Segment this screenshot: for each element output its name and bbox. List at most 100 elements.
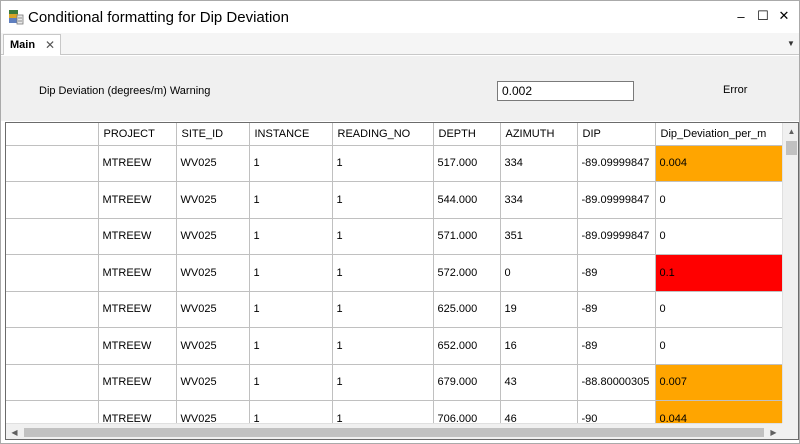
cell-site-id[interactable]: WV025	[176, 181, 250, 219]
title-bar: Conditional formatting for Dip Deviation…	[1, 1, 799, 33]
cell-reading-no[interactable]: 1	[332, 181, 434, 219]
cell-dip[interactable]: -89.09999847	[577, 218, 656, 255]
cell-dip[interactable]: -89.09999847	[577, 181, 656, 219]
cell-project[interactable]: MTREEW	[98, 254, 177, 292]
warning-threshold-input[interactable]	[497, 81, 634, 101]
cell-dip-deviation[interactable]: 0.1	[655, 254, 783, 292]
cell-instance[interactable]: 1	[249, 218, 333, 255]
cell-project[interactable]: MTREEW	[98, 364, 177, 401]
cell-azimuth[interactable]: 16	[500, 327, 578, 365]
cell-project[interactable]: MTREEW	[98, 145, 177, 182]
data-grid[interactable]: PROJECT SITE_ID INSTANCE READING_NO DEPT…	[5, 122, 799, 440]
cell-reading-no[interactable]: 1	[332, 254, 434, 292]
horizontal-scroll-thumb[interactable]	[24, 428, 764, 437]
cell-project[interactable]: MTREEW	[98, 218, 177, 255]
scroll-left-icon[interactable]: ◀	[11, 428, 18, 437]
cell-azimuth[interactable]: 0	[500, 254, 578, 292]
column-header-project[interactable]: PROJECT	[98, 123, 177, 146]
cell-dip-deviation[interactable]: 0	[655, 181, 783, 219]
cell-dip[interactable]: -89.09999847	[577, 145, 656, 182]
cell-dip[interactable]: -88.80000305	[577, 364, 656, 401]
cell-reading-no[interactable]: 1	[332, 291, 434, 328]
horizontal-scrollbar[interactable]: ◀ ▶	[6, 423, 798, 439]
cell-project[interactable]: MTREEW	[98, 181, 177, 219]
cell-depth[interactable]: 625.000	[433, 291, 501, 328]
cell-depth[interactable]: 517.000	[433, 145, 501, 182]
cell-dip-deviation[interactable]: 0.004	[655, 145, 783, 182]
row-header[interactable]	[6, 254, 99, 292]
cell-dip-deviation[interactable]: 0	[655, 327, 783, 365]
column-header-instance[interactable]: INSTANCE	[249, 123, 333, 146]
column-header-azimuth[interactable]: AZIMUTH	[500, 123, 578, 146]
cell-depth[interactable]: 572.000	[433, 254, 501, 292]
scroll-right-icon[interactable]: ▶	[770, 428, 777, 437]
cell-azimuth[interactable]: 19	[500, 291, 578, 328]
cell-depth[interactable]: 571.000	[433, 218, 501, 255]
cell-reading-no[interactable]: 1	[332, 327, 434, 365]
row-header[interactable]	[6, 181, 99, 219]
window-title: Conditional formatting for Dip Deviation	[28, 9, 289, 26]
cell-site-id[interactable]: WV025	[176, 327, 250, 365]
maximize-button[interactable]: ☐	[757, 8, 769, 23]
vertical-scrollbar[interactable]: ▲	[782, 123, 798, 423]
table-row[interactable]: MTREEW WV025 1 1 517.000 334 -89.09999847 0.004	[6, 145, 783, 182]
cell-instance[interactable]: 1	[249, 364, 333, 401]
cell-project[interactable]: MTREEW	[98, 327, 177, 365]
scroll-up-icon[interactable]: ▲	[787, 127, 796, 136]
column-header-dip[interactable]: DIP	[577, 123, 656, 146]
cell-site-id[interactable]: WV025	[176, 364, 250, 401]
table-row[interactable]: MTREEW WV025 1 1 679.000 43 -88.80000305 0.007	[6, 364, 783, 401]
table-row[interactable]: MTREEW WV025 1 1 652.000 16 -89 0	[6, 327, 783, 365]
row-header[interactable]	[6, 291, 99, 328]
minimize-button[interactable]: –	[737, 8, 745, 24]
cell-site-id[interactable]: WV025	[176, 218, 250, 255]
cell-instance[interactable]: 1	[249, 181, 333, 219]
cell-instance[interactable]: 1	[249, 327, 333, 365]
row-header[interactable]	[6, 218, 99, 255]
cell-depth[interactable]: 544.000	[433, 181, 501, 219]
scrollbar-corner	[782, 423, 798, 439]
cell-dip-deviation[interactable]: 0	[655, 291, 783, 328]
row-header[interactable]	[6, 364, 99, 401]
tab-close-icon[interactable]: ✕	[45, 38, 56, 52]
error-label: Error	[723, 84, 748, 96]
table-row[interactable]: MTREEW WV025 1 1 544.000 334 -89.09999847 0	[6, 181, 783, 219]
cell-reading-no[interactable]: 1	[332, 218, 434, 255]
cell-instance[interactable]: 1	[249, 254, 333, 292]
cell-site-id[interactable]: WV025	[176, 145, 250, 182]
cell-azimuth[interactable]: 351	[500, 218, 578, 255]
column-header-reading-no[interactable]: READING_NO	[332, 123, 434, 146]
cell-reading-no[interactable]: 1	[332, 145, 434, 182]
cell-depth[interactable]: 679.000	[433, 364, 501, 401]
grid-table: PROJECT SITE_ID INSTANCE READING_NO DEPT…	[6, 123, 783, 438]
cell-dip-deviation[interactable]: 0	[655, 218, 783, 255]
cell-azimuth[interactable]: 43	[500, 364, 578, 401]
tab-strip: Main ✕ ▼	[1, 33, 799, 55]
table-row[interactable]: MTREEW WV025 1 1 572.000 0 -89 0.1	[6, 254, 783, 292]
row-header[interactable]	[6, 327, 99, 365]
cell-dip[interactable]: -89	[577, 254, 656, 292]
cell-dip-deviation[interactable]: 0.007	[655, 364, 783, 401]
column-header-dip-deviation[interactable]: Dip_Deviation_per_m	[655, 123, 783, 146]
cell-project[interactable]: MTREEW	[98, 291, 177, 328]
cell-azimuth[interactable]: 334	[500, 145, 578, 182]
cell-instance[interactable]: 1	[249, 145, 333, 182]
cell-site-id[interactable]: WV025	[176, 254, 250, 292]
column-header-site-id[interactable]: SITE_ID	[176, 123, 250, 146]
cell-azimuth[interactable]: 334	[500, 181, 578, 219]
cell-site-id[interactable]: WV025	[176, 291, 250, 328]
row-header[interactable]	[6, 145, 99, 182]
close-button[interactable]: ✕	[778, 8, 790, 23]
cell-reading-no[interactable]: 1	[332, 364, 434, 401]
table-row[interactable]: MTREEW WV025 1 1 625.000 19 -89 0	[6, 291, 783, 328]
tab-main[interactable]: Main ✕	[3, 34, 61, 55]
table-row[interactable]: MTREEW WV025 1 1 571.000 351 -89.09999847 0	[6, 218, 783, 255]
cell-depth[interactable]: 652.000	[433, 327, 501, 365]
tab-menu-chevron-down-icon[interactable]: ▼	[787, 39, 795, 48]
cell-instance[interactable]: 1	[249, 291, 333, 328]
vertical-scroll-thumb[interactable]	[786, 141, 797, 155]
cell-dip[interactable]: -89	[577, 327, 656, 365]
column-header-depth[interactable]: DEPTH	[433, 123, 501, 146]
cell-dip[interactable]: -89	[577, 291, 656, 328]
